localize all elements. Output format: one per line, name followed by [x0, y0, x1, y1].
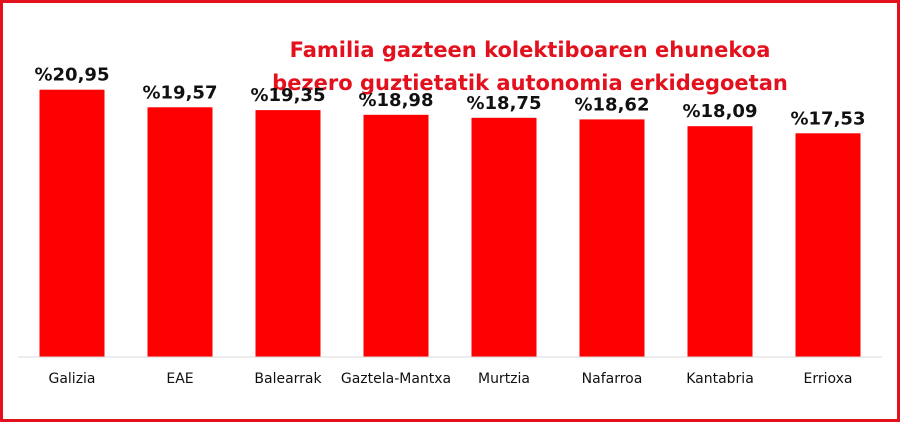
- category-label-4: Murtzia: [478, 371, 530, 387]
- bar-2: [255, 110, 321, 357]
- bar-5: [579, 119, 645, 358]
- category-label-6: Kantabria: [686, 371, 754, 387]
- chart-title-line-2: bezero guztietatik autonomia erkidegoeta…: [272, 71, 788, 95]
- value-label-2: %19,35: [251, 85, 326, 106]
- bars-group: [39, 89, 861, 358]
- value-label-6: %18,09: [683, 101, 758, 122]
- bar-1: [147, 107, 213, 357]
- category-label-2: Balearrak: [254, 371, 322, 387]
- value-label-0: %20,95: [35, 65, 110, 86]
- chart-title-line-1: Familia gazteen kolektiboaren ehunekoa: [290, 38, 771, 62]
- value-label-3: %18,98: [359, 90, 434, 111]
- bar-4: [471, 117, 537, 358]
- value-label-4: %18,75: [467, 93, 542, 114]
- value-label-5: %18,62: [575, 94, 650, 115]
- category-label-1: EAE: [166, 371, 193, 387]
- category-label-0: Galizia: [48, 371, 95, 387]
- bar-7: [795, 133, 861, 357]
- bar-0: [39, 89, 105, 357]
- value-labels-group: %20,95 %19,57 %19,35 %18,98 %18,75 %18,62 %18,…: [35, 65, 866, 130]
- value-label-7: %17,53: [791, 108, 866, 129]
- category-labels-group: Galizia EAE Balearrak Gaztela-Mantxa Murtzia…: [48, 371, 852, 387]
- value-label-1: %19,57: [143, 82, 218, 103]
- category-label-3: Gaztela-Mantxa: [341, 371, 451, 387]
- category-label-5: Nafarroa: [582, 371, 643, 387]
- bar-6: [687, 126, 753, 357]
- category-label-7: Errioxa: [804, 371, 853, 387]
- bar-3: [363, 114, 429, 357]
